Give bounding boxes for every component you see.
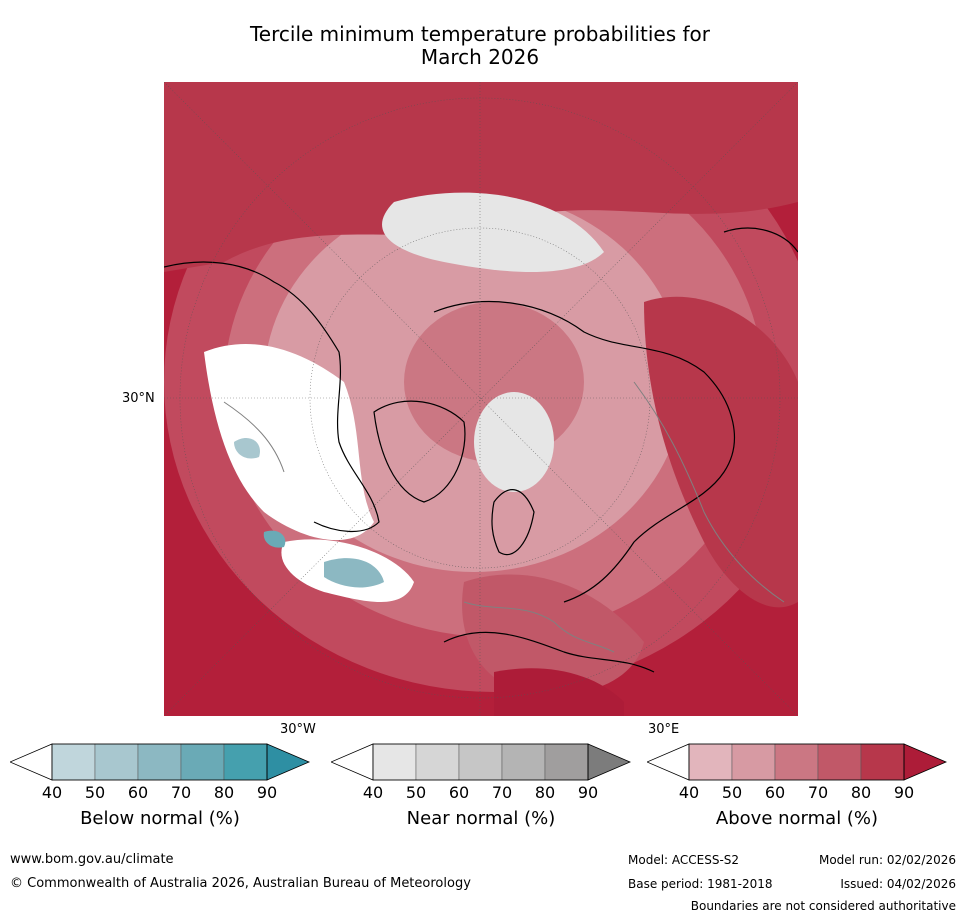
coastline-eurasia — [433, 301, 735, 603]
region-below-patch-1 — [324, 558, 384, 588]
colorbar-tick-label: 50 — [405, 783, 427, 802]
coastline-north-america — [164, 261, 380, 533]
model-name: Model: ACCESS-S2 — [628, 853, 740, 867]
colorbar-segment — [137, 743, 182, 781]
colorbar-segment — [180, 743, 225, 781]
colorbar-above-label: Above normal (%) — [715, 808, 879, 829]
coastline-scandinavia — [491, 489, 535, 556]
region-europe — [462, 574, 644, 695]
colorbar-extend-low — [10, 743, 53, 781]
region-north-africa — [494, 668, 624, 716]
colorbar-near-normal — [331, 743, 631, 781]
colorbar-extend-low — [331, 743, 374, 781]
colorbar-segment — [731, 743, 776, 781]
region-below-patch-3 — [234, 437, 260, 459]
colorbar-tick-label: 40 — [362, 783, 384, 802]
colorbar-tick-label: 40 — [41, 783, 63, 802]
probability-map — [164, 82, 798, 716]
colorbar-tick-label: 70 — [491, 783, 513, 802]
region-below-patch-2 — [263, 530, 286, 548]
coastline-mediterranean — [443, 631, 655, 673]
colorbar-tick-label: 80 — [213, 783, 235, 802]
disclaimer: Boundaries are not considered authoritat… — [690, 899, 956, 913]
lon-label-30e: 30°E — [648, 722, 680, 737]
colorbar-tick-label: 60 — [127, 783, 149, 802]
colorbar-tick-label: 80 — [850, 783, 872, 802]
colorbar-segment — [860, 743, 905, 781]
colorbar-tick-label: 60 — [764, 783, 786, 802]
colorbar-tick-label: 50 — [84, 783, 106, 802]
issued-date: Issued: 04/02/2026 — [840, 877, 956, 891]
copyright-text: © Commonwealth of Australia 2026, Austra… — [10, 876, 471, 891]
boundary-americas — [223, 401, 285, 473]
colorbar-tick-label: 60 — [448, 783, 470, 802]
colorbar-tick-label: 70 — [170, 783, 192, 802]
graticule-lon-45 — [164, 82, 798, 716]
colorbar-segment — [458, 743, 503, 781]
colorbar-extend-high — [587, 743, 631, 781]
colorbar-segment — [544, 743, 589, 781]
colorbar-segment — [501, 743, 546, 781]
boundary-asia — [633, 381, 785, 603]
website-link[interactable]: www.bom.gov.au/climate — [10, 852, 174, 867]
colorbar-tick-label: 90 — [256, 783, 278, 802]
colorbar-near-label: Near normal (%) — [406, 808, 556, 829]
colorbar-segment — [94, 743, 139, 781]
coastline-greenland — [373, 400, 466, 503]
region-pacific-pale — [382, 192, 604, 272]
colorbar-tick-label: 40 — [678, 783, 700, 802]
colorbar-extend-high — [266, 743, 310, 781]
lat-label-30n: 30°N — [122, 391, 155, 406]
colorbar-outline — [372, 743, 589, 781]
colorbar-below-normal — [10, 743, 310, 781]
region-asia-deep — [644, 296, 798, 608]
colorbar-tick-label: 90 — [577, 783, 599, 802]
colorbar-tick-label: 50 — [721, 783, 743, 802]
lon-label-30w: 30°W — [280, 722, 316, 737]
model-run: Model run: 02/02/2026 — [818, 853, 956, 867]
chart-title-line2: March 2026 — [420, 45, 540, 69]
colorbar-outline — [51, 743, 268, 781]
colorbar-extend-high — [903, 743, 947, 781]
colorbar-outline — [688, 743, 905, 781]
colorbar-extend-low — [647, 743, 690, 781]
boundary-europe — [463, 601, 615, 653]
colorbar-segment — [51, 743, 96, 781]
colorbar-segment — [415, 743, 460, 781]
colorbar-tick-label: 80 — [534, 783, 556, 802]
base-period: Base period: 1981-2018 — [628, 877, 773, 891]
colorbar-above-normal — [647, 743, 947, 781]
colorbar-segment — [688, 743, 733, 781]
colorbar-tick-label: 70 — [807, 783, 829, 802]
colorbar-segment — [774, 743, 819, 781]
region-top-band — [164, 82, 798, 272]
coastline-east-asia — [723, 227, 798, 253]
colorbar-below-label: Below normal (%) — [80, 808, 240, 829]
graticule-lon-135 — [164, 82, 798, 716]
colorbar-segment — [223, 743, 268, 781]
colorbar-tick-label: 90 — [893, 783, 915, 802]
colorbar-segment — [372, 743, 417, 781]
region-north-america-white — [204, 343, 374, 541]
chart-title-line1: Tercile minimum temperature probabilitie… — [249, 22, 711, 46]
colorbar-segment — [817, 743, 862, 781]
region-arctic-grey — [474, 392, 554, 492]
